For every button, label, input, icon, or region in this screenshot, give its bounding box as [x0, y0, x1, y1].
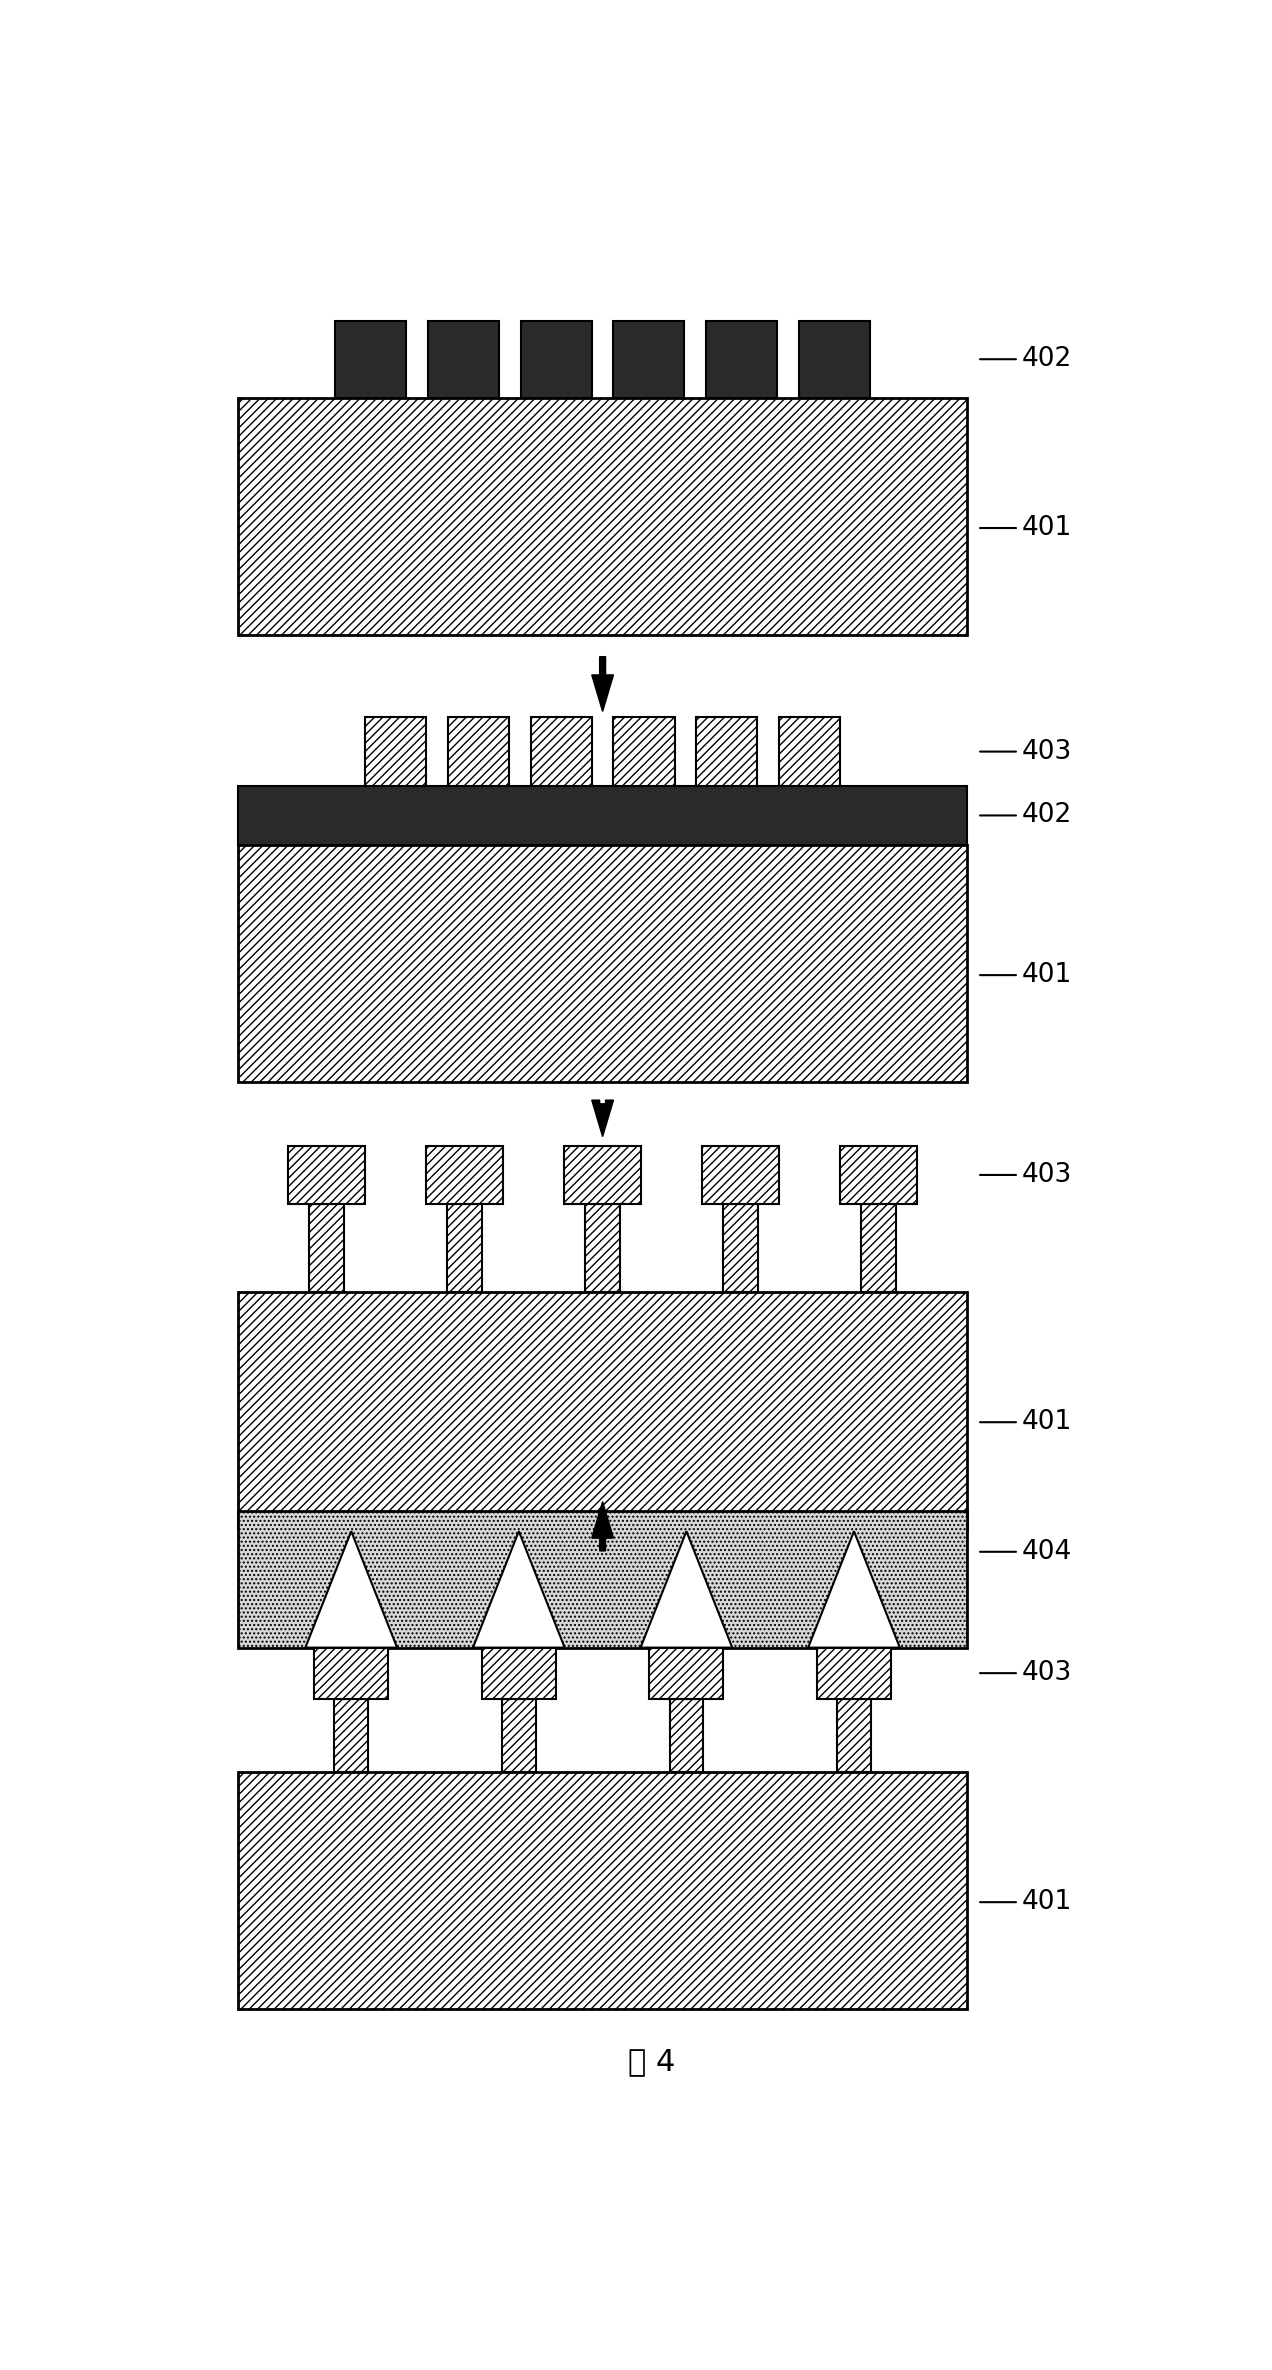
Bar: [238, 1510, 968, 1647]
FancyArrow shape: [591, 656, 613, 711]
Bar: [702, 1145, 778, 1204]
Bar: [238, 844, 968, 1081]
Bar: [365, 716, 426, 787]
Bar: [335, 1699, 368, 1773]
Polygon shape: [641, 1531, 733, 1647]
Bar: [238, 787, 968, 844]
Bar: [238, 1292, 968, 1529]
FancyArrow shape: [591, 1100, 613, 1138]
Bar: [502, 1699, 536, 1773]
Bar: [696, 716, 757, 787]
Bar: [238, 398, 968, 635]
Bar: [482, 1647, 556, 1699]
Bar: [650, 1647, 724, 1699]
Text: 403: 403: [979, 1161, 1072, 1187]
Bar: [520, 320, 591, 398]
Bar: [799, 320, 870, 398]
Bar: [669, 1699, 703, 1773]
Text: 401: 401: [979, 1889, 1072, 1915]
Polygon shape: [305, 1531, 397, 1647]
Bar: [841, 1145, 917, 1204]
Text: 401: 401: [979, 514, 1072, 540]
Bar: [817, 1647, 890, 1699]
Text: 402: 402: [979, 803, 1072, 830]
Text: 401: 401: [979, 962, 1072, 988]
Bar: [613, 320, 684, 398]
Bar: [289, 1145, 365, 1204]
Text: 图 4: 图 4: [628, 2048, 675, 2076]
Polygon shape: [473, 1531, 565, 1647]
Bar: [446, 1204, 482, 1292]
Polygon shape: [808, 1531, 899, 1647]
Bar: [448, 716, 509, 787]
Bar: [238, 1773, 968, 2010]
Bar: [722, 1204, 758, 1292]
Bar: [778, 716, 841, 787]
Bar: [706, 320, 777, 398]
Text: 403: 403: [979, 1659, 1072, 1685]
FancyArrow shape: [591, 1503, 613, 1550]
Bar: [861, 1204, 897, 1292]
Bar: [426, 1145, 502, 1204]
Bar: [336, 320, 407, 398]
Text: 401: 401: [979, 1410, 1072, 1436]
Text: 404: 404: [979, 1538, 1072, 1564]
Bar: [429, 320, 499, 398]
Bar: [314, 1647, 388, 1699]
Text: 402: 402: [979, 346, 1072, 372]
Bar: [309, 1204, 345, 1292]
Text: 403: 403: [979, 739, 1072, 766]
Bar: [565, 1145, 641, 1204]
Bar: [837, 1699, 871, 1773]
Bar: [530, 716, 591, 787]
Bar: [613, 716, 674, 787]
Bar: [585, 1204, 621, 1292]
